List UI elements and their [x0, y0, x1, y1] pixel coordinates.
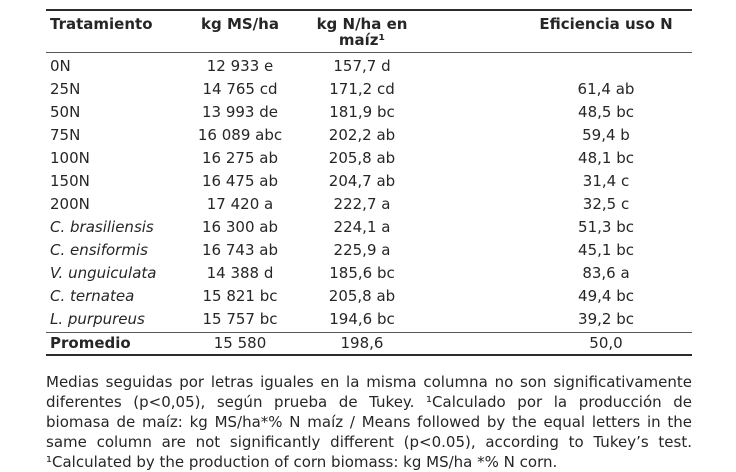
- n-uptake-cell: 224,1 a: [333, 218, 391, 236]
- dry-matter-cell: 14 765 cd: [202, 80, 278, 98]
- n-uptake-cell: 171,2 cd: [329, 80, 395, 98]
- treatment-cell: 0N: [50, 57, 71, 75]
- n-uptake-cell: 194,6 bc: [329, 310, 395, 328]
- efficiency-cell: 32,5 c: [582, 195, 630, 213]
- footnote-line: diferentes (p<0,05), según prueba de Tuk…: [46, 393, 692, 411]
- table-row: L. purpureus 15 757 bc 194,6 bc 39,2 bc: [46, 308, 692, 331]
- dry-matter-cell: 16 475 ab: [202, 172, 278, 190]
- summary-n-uptake: 198,6: [340, 334, 384, 352]
- efficiency-cell: 31,4 c: [582, 172, 630, 190]
- summary-label: Promedio: [50, 334, 131, 352]
- treatment-cell: 25N: [50, 80, 81, 98]
- table-row: 25N 14 765 cd 171,2 cd 61,4 ab: [46, 78, 692, 101]
- dry-matter-cell: 16 743 ab: [202, 241, 278, 259]
- table-row: 200N 17 420 a 222,7 a 32,5 c: [46, 193, 692, 216]
- table-top-rule: [46, 9, 692, 11]
- footnote-line: ¹Calculated by the production of corn bi…: [46, 453, 558, 471]
- summary-efficiency: 50,0: [589, 334, 623, 352]
- efficiency-cell: 83,6 a: [582, 264, 630, 282]
- column-header-efficiency: Eficiencia uso N: [539, 15, 673, 33]
- table-row: 50N 13 993 de 181,9 bc 48,5 bc: [46, 101, 692, 124]
- dry-matter-cell: 15 821 bc: [202, 287, 278, 305]
- efficiency-cell: 59,4 b: [582, 126, 630, 144]
- table-header-row: Tratamiento kg MS/ha kg N/ha en maíz¹ Ef…: [46, 11, 692, 52]
- table-row: V. unguiculata 14 388 d 185,6 bc 83,6 a: [46, 262, 692, 285]
- n-uptake-cell: 202,2 ab: [328, 126, 396, 144]
- dry-matter-cell: 16 275 ab: [202, 149, 278, 167]
- n-uptake-cell: 185,6 bc: [329, 264, 395, 282]
- treatment-cell: C. ensiformis: [50, 241, 148, 259]
- table-row: 100N 16 275 ab 205,8 ab 48,1 bc: [46, 147, 692, 170]
- summary-dry-matter: 15 580: [213, 334, 267, 352]
- summary-row: Promedio 15 580 198,6 50,0: [46, 333, 692, 354]
- efficiency-cell: 48,1 bc: [578, 149, 634, 167]
- table-row: C. ensiformis 16 743 ab 225,9 a 45,1 bc: [46, 239, 692, 262]
- table-row: 0N 12 933 e 157,7 d: [46, 55, 692, 78]
- treatment-cell: 100N: [50, 149, 90, 167]
- table-footnote: Medias seguidas por letras iguales en la…: [46, 372, 692, 472]
- treatment-cell: 150N: [50, 172, 90, 190]
- column-header-dry-matter: kg MS/ha: [201, 15, 279, 33]
- n-uptake-cell: 205,8 ab: [328, 287, 396, 305]
- dry-matter-cell: 16 300 ab: [202, 218, 278, 236]
- efficiency-cell: 49,4 bc: [578, 287, 634, 305]
- dry-matter-cell: 14 388 d: [206, 264, 274, 282]
- table-row: C. brasiliensis 16 300 ab 224,1 a 51,3 b…: [46, 216, 692, 239]
- dry-matter-cell: 17 420 a: [206, 195, 274, 213]
- summary-top-rule: [46, 332, 692, 333]
- table-bottom-rule: [46, 354, 692, 356]
- efficiency-cell: 61,4 ab: [577, 80, 635, 98]
- treatment-cell: 200N: [50, 195, 90, 213]
- column-header-n-uptake: kg N/ha en maíz¹: [316, 15, 408, 49]
- column-header-treatment: Tratamiento: [50, 15, 153, 33]
- n-uptake-cell: 204,7 ab: [328, 172, 396, 190]
- treatment-cell: C. brasiliensis: [50, 218, 154, 236]
- n-uptake-cell: 157,7 d: [333, 57, 391, 75]
- footnote-line: Medias seguidas por letras iguales en la…: [46, 373, 692, 391]
- treatment-cell: 75N: [50, 126, 81, 144]
- n-uptake-cell: 225,9 a: [333, 241, 391, 259]
- footnote-line: same column are not significantly differ…: [46, 433, 692, 451]
- efficiency-cell: 39,2 bc: [578, 310, 634, 328]
- table-body: 0N 12 933 e 157,7 d 25N 14 765 cd 171,2 …: [46, 53, 692, 332]
- footnote-line: biomasa de maíz: kg MS/ha*% N maíz / Mea…: [46, 413, 692, 431]
- efficiency-cell: 45,1 bc: [578, 241, 634, 259]
- dry-matter-cell: 13 993 de: [201, 103, 278, 121]
- table-row: 150N 16 475 ab 204,7 ab 31,4 c: [46, 170, 692, 193]
- n-uptake-cell: 222,7 a: [333, 195, 391, 213]
- dry-matter-cell: 15 757 bc: [202, 310, 278, 328]
- header-bottom-rule: [46, 52, 692, 53]
- table-row: C. ternatea 15 821 bc 205,8 ab 49,4 bc: [46, 285, 692, 308]
- treatment-cell: 50N: [50, 103, 81, 121]
- n-uptake-cell: 181,9 bc: [329, 103, 395, 121]
- treatment-cell: V. unguiculata: [50, 264, 157, 282]
- dry-matter-cell: 12 933 e: [206, 57, 274, 75]
- efficiency-cell: 48,5 bc: [578, 103, 634, 121]
- table-row: 75N 16 089 abc 202,2 ab 59,4 b: [46, 124, 692, 147]
- efficiency-cell: 51,3 bc: [578, 218, 634, 236]
- treatment-cell: L. purpureus: [50, 310, 145, 328]
- treatment-cell: C. ternatea: [50, 287, 135, 305]
- n-uptake-cell: 205,8 ab: [328, 149, 396, 167]
- dry-matter-cell: 16 089 abc: [197, 126, 283, 144]
